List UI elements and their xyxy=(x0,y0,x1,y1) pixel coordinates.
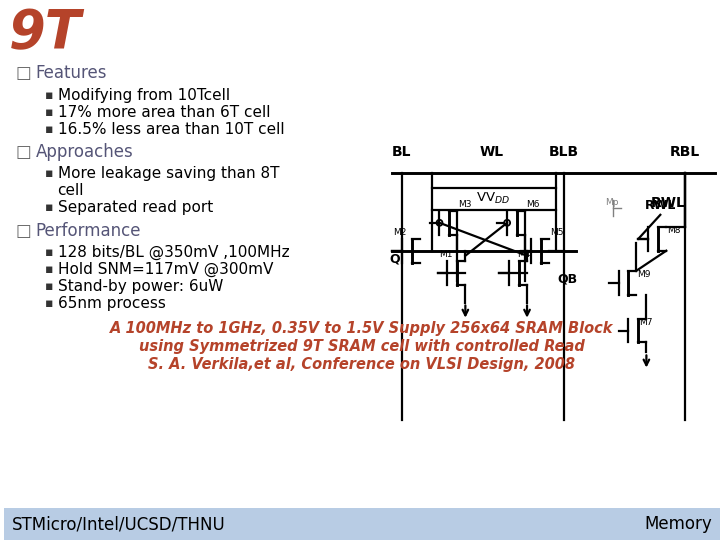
Text: ▪: ▪ xyxy=(45,167,54,180)
Text: cell: cell xyxy=(58,184,84,198)
Text: RWL: RWL xyxy=(651,196,685,210)
Text: M5: M5 xyxy=(550,228,564,237)
Text: Modifying from 10Tcell: Modifying from 10Tcell xyxy=(58,87,230,103)
Text: M2: M2 xyxy=(393,228,406,237)
Text: STMicro/Intel/UCSD/THNU: STMicro/Intel/UCSD/THNU xyxy=(12,515,225,533)
Text: ▪: ▪ xyxy=(45,297,54,310)
Text: BLB: BLB xyxy=(549,145,579,159)
Text: ▪: ▪ xyxy=(45,89,54,102)
Bar xyxy=(431,188,556,210)
Text: ▪: ▪ xyxy=(45,280,54,293)
Text: Q: Q xyxy=(390,252,400,265)
Text: □: □ xyxy=(16,64,32,82)
Text: M3: M3 xyxy=(459,200,472,209)
Text: 9T: 9T xyxy=(9,7,82,59)
Text: □: □ xyxy=(16,222,32,240)
Text: ▪: ▪ xyxy=(45,106,54,119)
Text: 17% more area than 6T cell: 17% more area than 6T cell xyxy=(58,105,270,119)
Text: M8: M8 xyxy=(667,226,681,235)
Bar xyxy=(4,508,720,540)
Text: RWL: RWL xyxy=(644,199,676,212)
Text: A 100MHz to 1GHz, 0.35V to 1.5V Supply 256x64 SRAM Block: A 100MHz to 1GHz, 0.35V to 1.5V Supply 2… xyxy=(110,321,613,336)
Text: S. A. Verkila,et al, Conference on VLSI Design, 2008: S. A. Verkila,et al, Conference on VLSI … xyxy=(148,357,575,372)
Text: ▪: ▪ xyxy=(45,201,54,214)
Text: 128 bits/BL @350mV ,100MHz: 128 bits/BL @350mV ,100MHz xyxy=(58,245,289,260)
Text: Separated read port: Separated read port xyxy=(58,200,213,215)
Text: 16.5% less area than 10T cell: 16.5% less area than 10T cell xyxy=(58,122,284,137)
Text: ▪: ▪ xyxy=(45,263,54,276)
Text: More leakage saving than 8T: More leakage saving than 8T xyxy=(58,166,279,181)
Text: Approaches: Approaches xyxy=(36,143,133,161)
Text: M6: M6 xyxy=(526,200,539,209)
Text: Mp: Mp xyxy=(605,198,618,207)
Text: M9: M9 xyxy=(637,270,651,279)
Text: WL: WL xyxy=(479,145,503,159)
Text: M7: M7 xyxy=(639,318,653,327)
Text: Features: Features xyxy=(36,64,107,82)
Text: ▪: ▪ xyxy=(45,123,54,136)
Text: □: □ xyxy=(16,143,32,161)
Text: ▪: ▪ xyxy=(45,246,54,259)
Text: M4: M4 xyxy=(517,249,531,259)
Text: Hold SNM=117mV @300mV: Hold SNM=117mV @300mV xyxy=(58,262,273,277)
Text: Memory: Memory xyxy=(644,515,712,533)
Text: M1: M1 xyxy=(438,249,452,259)
Text: BL: BL xyxy=(392,145,411,159)
Text: VV$_{DD}$: VV$_{DD}$ xyxy=(476,191,510,206)
Text: 65nm process: 65nm process xyxy=(58,296,166,311)
Text: QB: QB xyxy=(558,272,578,285)
Text: Performance: Performance xyxy=(36,222,141,240)
Text: Stand-by power: 6uW: Stand-by power: 6uW xyxy=(58,279,223,294)
Text: using Symmetrized 9T SRAM cell with controlled Read: using Symmetrized 9T SRAM cell with cont… xyxy=(139,339,585,354)
Text: RBL: RBL xyxy=(670,145,701,159)
